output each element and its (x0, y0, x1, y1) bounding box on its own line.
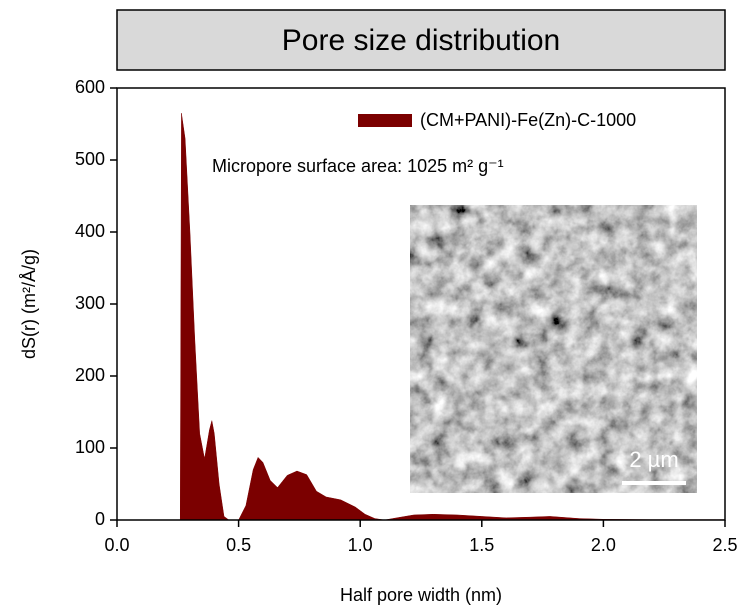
y-tick-label: 200 (75, 365, 105, 385)
title-box (116, 9, 726, 71)
x-tick-label: 1.0 (348, 535, 373, 555)
y-tick-label: 600 (75, 77, 105, 97)
y-tick-label: 100 (75, 437, 105, 457)
x-tick-label: 0.0 (104, 535, 129, 555)
y-tick-label: 300 (75, 293, 105, 313)
legend-swatch (358, 114, 412, 127)
legend-label: (CM+PANI)-Fe(Zn)-C-1000 (420, 110, 636, 130)
y-tick-label: 400 (75, 221, 105, 241)
area (179, 113, 726, 521)
x-tick-label: 2.0 (591, 535, 616, 555)
y-axis-label: dS(r) (m²/Å/g) (19, 249, 39, 359)
x-tick-label: 0.5 (226, 535, 251, 555)
sem-image (410, 205, 697, 493)
x-axis-label: Half pore width (nm) (340, 585, 502, 605)
x-tick-label: 1.5 (469, 535, 494, 555)
chart-title: Pore size distribution (282, 24, 560, 57)
x-tick-label: 2.5 (712, 535, 737, 555)
y-tick-label: 0 (95, 509, 105, 529)
annotation: Micropore surface area: 1025 m² g⁻¹ (212, 156, 504, 176)
scale-bar-label: 2 µm (629, 447, 678, 472)
sem-inset: 2 µm (410, 205, 697, 493)
y-tick-label: 500 (75, 149, 105, 169)
